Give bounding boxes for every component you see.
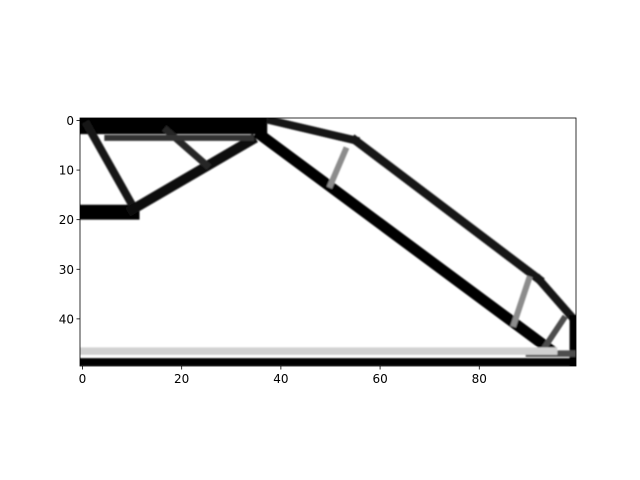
y-tick-label: 0 bbox=[66, 114, 74, 128]
truss-member-12 bbox=[539, 314, 568, 353]
y-tick-label: 10 bbox=[59, 164, 74, 178]
x-tick-label: 0 bbox=[79, 372, 87, 386]
plot-background bbox=[80, 118, 576, 366]
axes-frame bbox=[79, 117, 577, 367]
truss-member-6 bbox=[253, 127, 557, 357]
density-field bbox=[80, 118, 576, 366]
x-tick-label: 60 bbox=[372, 372, 387, 386]
x-tick-label: 40 bbox=[273, 372, 288, 386]
x-axis: 0 20 40 60 80 bbox=[79, 366, 487, 386]
truss-member-2 bbox=[82, 120, 138, 211]
truss-member-10 bbox=[326, 146, 350, 189]
truss-member-7 bbox=[266, 118, 361, 146]
y-tick-label: 20 bbox=[59, 213, 74, 227]
y-tick-label: 40 bbox=[59, 312, 74, 326]
truss-member-8 bbox=[349, 134, 545, 286]
y-tick-label: 30 bbox=[59, 263, 74, 277]
x-tick-label: 20 bbox=[174, 372, 189, 386]
truss-member-3 bbox=[125, 133, 258, 217]
y-axis: 0 10 20 30 40 bbox=[59, 114, 80, 326]
x-tick-label: 80 bbox=[472, 372, 487, 386]
truss-member-9 bbox=[533, 273, 576, 325]
truss-member-11 bbox=[510, 275, 533, 328]
